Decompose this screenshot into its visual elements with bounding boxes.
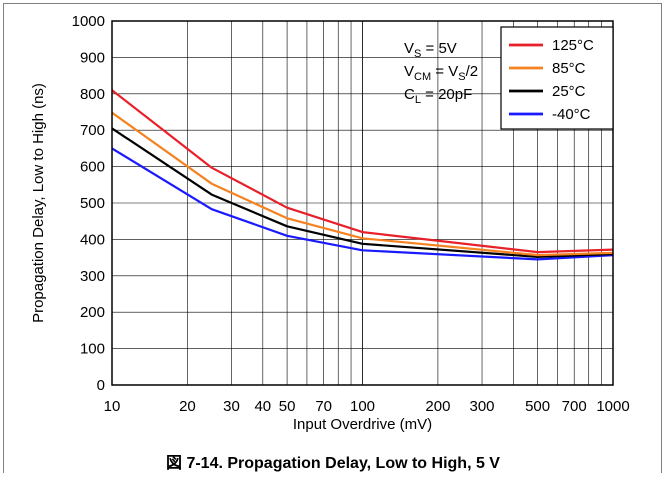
x-tick-label: 300 [470,398,495,415]
y-tick-label: 500 [80,195,105,212]
grid-lines [112,21,613,385]
series-line-25c [111,127,614,258]
x-tick-label: 30 [223,398,240,415]
condition-cl: CL = 20pF [404,86,472,106]
legend-box [500,26,614,130]
x-tick-label: 70 [315,398,332,415]
y-tick-label: 800 [80,86,105,103]
figure-caption: 図 7-14. Propagation Delay, Low to High, … [166,455,500,472]
y-tick-label: 400 [80,231,105,248]
legend-label: 125°C [552,37,594,54]
x-tick-label: 50 [279,398,296,415]
y-tick-label: 300 [80,268,105,285]
y-tick-labels: 0 100 200 300 400 500 600 700 800 900 1000 [72,13,105,394]
y-tick-label: 0 [97,377,105,394]
legend-label: 25°C [552,83,586,100]
series-line-40c [111,147,614,261]
x-tick-label: 10 [104,398,121,415]
x-tick-label: 200 [425,398,450,415]
x-tick-label: 1000 [596,398,629,415]
test-conditions: VS = 5V VCM = VS/2 CL = 20pF [404,40,478,106]
legend-label: -40°C [552,106,591,123]
x-tick-label: 100 [350,398,375,415]
condition-vs: VS = 5V [404,40,457,60]
legend: 125°C 85°C 25°C -40°C [500,26,614,130]
y-tick-label: 900 [80,49,105,66]
y-tick-label: 200 [80,304,105,321]
x-tick-labels: 10 20 30 40 50 70 100 200 300 500 700 1000 [104,398,630,415]
x-tick-label: 40 [254,398,271,415]
y-axis-title: Propagation Delay, Low to High (ns) [30,83,47,323]
series-line-85c [111,111,614,257]
x-tick-label: 700 [562,398,587,415]
propagation-delay-chart: 0 100 200 300 400 500 600 700 800 900 1000 10 20 30 4… [30,13,630,433]
figure-frame [3,3,662,473]
series-layer [111,89,614,261]
x-axis-title: Input Overdrive (mV) [293,416,432,433]
y-tick-label: 100 [80,341,105,358]
y-tick-label: 600 [80,159,105,176]
y-tick-label: 700 [80,122,105,139]
condition-vcm: VCM = VS/2 [404,63,478,83]
x-tick-label: 20 [179,398,196,415]
plot-area [111,20,614,386]
series-line-125c [111,89,614,254]
legend-label: 85°C [552,60,586,77]
x-tick-label: 500 [525,398,550,415]
y-tick-label: 1000 [72,13,105,30]
